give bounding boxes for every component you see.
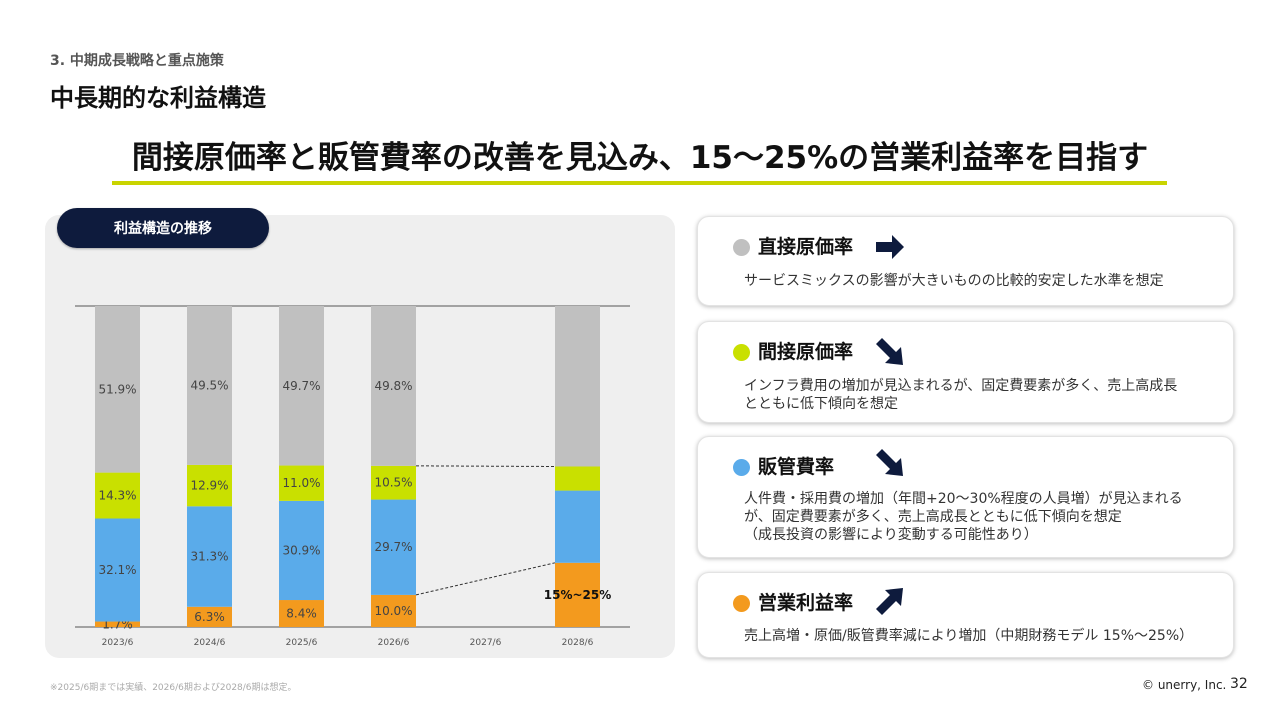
headline: 間接原価率と販管費率の改善を見込み、15～25%の営業利益率を目指す [131,140,1149,176]
card-desc-line: とともに低下傾向を想定 [744,396,898,412]
bar-segment [279,500,324,601]
data-label: 49.8% [374,379,412,393]
headline-underline [112,181,1167,185]
range-annotation: 15%~25% [544,588,612,602]
x-tick-label: 2027/6 [470,638,502,648]
bar-segment [555,490,600,563]
x-tick-label: 2023/6 [102,638,134,648]
legend-dot [733,239,750,256]
page-title: 中長期的な利益構造 [50,84,266,112]
data-label: 11.0% [282,476,320,490]
x-tick-label: 2024/6 [194,638,226,648]
legend-dot [733,344,750,361]
legend-dot [733,459,750,476]
legend-dot [733,595,750,612]
bar-segment [95,621,140,627]
bar-segment [371,594,416,627]
bar-segment [187,306,232,465]
data-label: 30.9% [282,543,320,557]
data-label: 49.7% [282,379,320,393]
dashed-connector [415,465,556,467]
data-label: 51.9% [98,382,136,396]
data-label: 29.7% [374,540,412,554]
card-indirect-cost: 間接原価率 インフラ費用の増加が見込まれるが、固定費要素が多く、売上高成長 とと… [697,321,1234,423]
bar-segment [95,306,140,473]
card-desc-line: （成長投資の影響により変動する可能性あり） [744,527,1038,543]
bar-segment [279,306,324,466]
data-label: 10.5% [374,476,412,490]
card-label: 間接原価率 [758,341,854,363]
data-label: 49.5% [190,378,228,392]
data-label: 32.1% [98,563,136,577]
chart-title-pill: 利益構造の推移 [57,208,269,248]
bar-segment [95,518,140,622]
bar-segment [555,466,600,491]
data-label: 12.9% [190,479,228,493]
footnote: ※2025/6期までは実績、2026/6期および2028/6期は想定。 [50,683,297,693]
arrow-up-right-icon [876,588,903,615]
card-desc-line: が、固定費要素が多く、売上高成長とともに低下傾向を想定 [744,509,1122,525]
card-desc-line: インフラ費用の増加が見込まれるが、固定費要素が多く、売上高成長 [744,378,1178,394]
x-tick-label: 2025/6 [286,638,318,648]
x-tick-label: 2026/6 [378,638,410,648]
arrow-right-icon [876,235,904,259]
bar-segment [279,465,324,501]
bar-segment [371,306,416,466]
bar-segment [187,606,232,627]
bar-segment [95,472,140,519]
profit-structure-chart: 1.7%32.1%14.3%51.9%2023/66.3%31.3%12.9%4… [75,305,630,648]
card-operating-margin: 営業利益率 売上高増・原価/販管費率減により増加（中期財務モデル 15%～25%… [697,572,1234,658]
card-label: 営業利益率 [758,592,854,614]
arrow-down-right-icon [876,338,903,365]
dashed-connector [415,562,556,596]
data-label: 10.0% [374,604,412,618]
section-label: 3. 中期成長戦略と重点施策 [50,53,224,69]
card-label: 販管費率 [758,456,835,478]
x-tick-label: 2028/6 [562,638,594,648]
data-label: 14.3% [98,489,136,503]
data-label: 31.3% [190,550,228,564]
copyright: © unerry, Inc. [1142,678,1227,692]
card-desc-line: 売上高増・原価/販管費率減により増加（中期財務モデル 15%～25%） [744,628,1194,644]
bar-segment [555,306,600,467]
data-label: 6.3% [194,610,225,624]
card-desc-line: サービスミックスの影響が大きいものの比較的安定した水準を想定 [744,273,1164,289]
bar-segment [555,562,600,627]
arrow-down-right-icon [876,449,903,476]
bar-segment [371,465,416,500]
data-label: 8.4% [286,607,317,621]
card-direct-cost: 直接原価率 サービスミックスの影響が大きいものの比較的安定した水準を想定 [697,216,1234,306]
bar-segment [279,600,324,627]
card-label: 直接原価率 [758,236,854,258]
bar-segment [187,506,232,607]
page-number: 32 [1230,676,1248,692]
card-desc-line: 人件費・採用費の増加（年間+20～30%程度の人員増）が見込まれる [744,491,1183,507]
card-sga: 販管費率 人件費・採用費の増加（年間+20～30%程度の人員増）が見込まれる が… [697,436,1234,558]
bar-segment [371,499,416,595]
bar-segment [187,464,232,507]
